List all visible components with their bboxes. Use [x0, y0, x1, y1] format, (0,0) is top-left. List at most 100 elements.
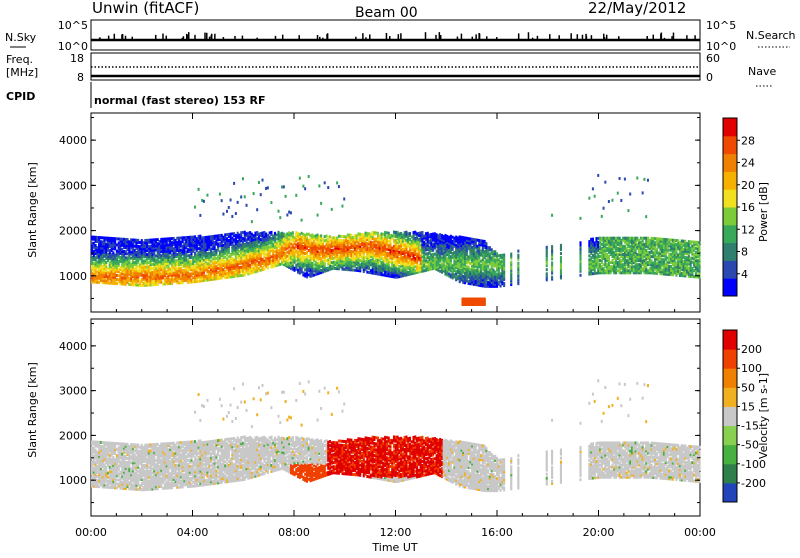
power-cell	[393, 261, 395, 264]
power-cell	[155, 255, 157, 258]
power-cell	[494, 271, 496, 274]
power-cell	[228, 255, 230, 258]
power-cell	[258, 261, 260, 264]
power-cell	[183, 242, 185, 245]
power-cell	[333, 257, 335, 260]
power-cell-sparse	[262, 179, 264, 182]
power-cell	[480, 260, 482, 263]
power-cell	[624, 245, 626, 248]
power-cell	[292, 231, 294, 234]
power-cell	[345, 246, 347, 249]
power-cell	[503, 254, 505, 257]
power-cell	[278, 249, 280, 252]
power-cell	[588, 258, 590, 261]
power-cell	[398, 251, 400, 254]
power-cell	[263, 268, 265, 271]
power-cell	[281, 232, 283, 235]
power-cell	[233, 238, 235, 241]
power-cell	[293, 246, 295, 249]
power-cell	[116, 282, 118, 285]
power-cell	[148, 265, 150, 268]
power-cell	[489, 246, 491, 249]
power-cell	[595, 255, 597, 258]
power-cell	[325, 239, 327, 242]
power-cell	[285, 252, 287, 255]
power-cell	[603, 237, 605, 240]
power-cell	[414, 269, 416, 272]
power-cell	[205, 236, 207, 239]
power-cell	[96, 246, 98, 249]
nsky-tick-top: 10^5	[58, 19, 88, 32]
power-cell	[428, 233, 430, 236]
power-data-layer	[91, 174, 701, 306]
power-cell	[636, 253, 638, 256]
power-cell	[629, 265, 631, 268]
power-cell	[199, 235, 201, 238]
power-cell	[233, 271, 235, 274]
power-cell	[237, 240, 239, 243]
power-cell	[295, 243, 297, 246]
power-cell	[98, 236, 100, 239]
power-cell-sparse	[226, 210, 228, 213]
power-cell	[160, 272, 162, 275]
power-cell	[304, 252, 306, 255]
power-cell	[180, 249, 182, 252]
station-title: Unwin (fitACF)	[92, 0, 199, 17]
power-cell	[119, 266, 121, 269]
power-cell-sparse	[235, 212, 237, 215]
power-cell	[194, 235, 196, 238]
power-cell	[274, 250, 276, 253]
power-cell-sparse	[203, 200, 205, 203]
power-cell	[588, 240, 590, 243]
power-cell	[141, 284, 143, 287]
nsearch-tick-top: 10^5	[706, 19, 736, 32]
power-cell	[377, 232, 379, 235]
power-cell	[469, 268, 471, 271]
power-cell	[444, 264, 446, 267]
power-cell	[100, 240, 102, 243]
power-cell	[217, 242, 219, 245]
power-cell	[619, 237, 621, 240]
power-cell	[91, 256, 93, 259]
power-cell	[130, 251, 132, 254]
power-cell	[134, 267, 136, 270]
power-cell	[370, 233, 372, 236]
power-cell	[182, 244, 184, 247]
power-cell	[160, 238, 162, 241]
power-cell	[244, 231, 246, 234]
power-cell	[127, 238, 129, 241]
power-cell	[164, 238, 166, 241]
power-cell	[494, 250, 496, 253]
power-cell	[228, 233, 230, 236]
power-cell	[427, 260, 429, 263]
power-cell	[263, 231, 265, 234]
power-cell	[455, 244, 457, 247]
power-cell	[633, 265, 635, 268]
power-cell	[389, 260, 391, 263]
power-cell	[354, 257, 356, 260]
power-cell	[203, 263, 205, 266]
power-cell	[130, 263, 132, 266]
power-cell	[404, 231, 406, 234]
power-cell	[118, 274, 120, 277]
power-cell	[560, 252, 562, 255]
power-cell	[297, 269, 299, 272]
power-cell	[494, 258, 496, 261]
power-cell	[286, 255, 288, 258]
power-cell	[144, 239, 146, 242]
power-cell	[606, 237, 608, 240]
power-cell	[349, 258, 351, 261]
power-cell-sparse	[251, 220, 253, 223]
power-cell-sparse	[324, 181, 326, 184]
power-cell	[475, 269, 477, 272]
power-cell	[338, 239, 340, 242]
power-cell	[297, 263, 299, 266]
power-cell	[482, 240, 484, 243]
power-cell	[274, 232, 276, 235]
power-cell	[517, 262, 519, 265]
power-cell	[500, 254, 502, 257]
power-cell	[603, 267, 605, 270]
power-cell	[137, 245, 139, 248]
power-cell-sparse	[336, 181, 338, 184]
power-cell	[617, 247, 619, 250]
